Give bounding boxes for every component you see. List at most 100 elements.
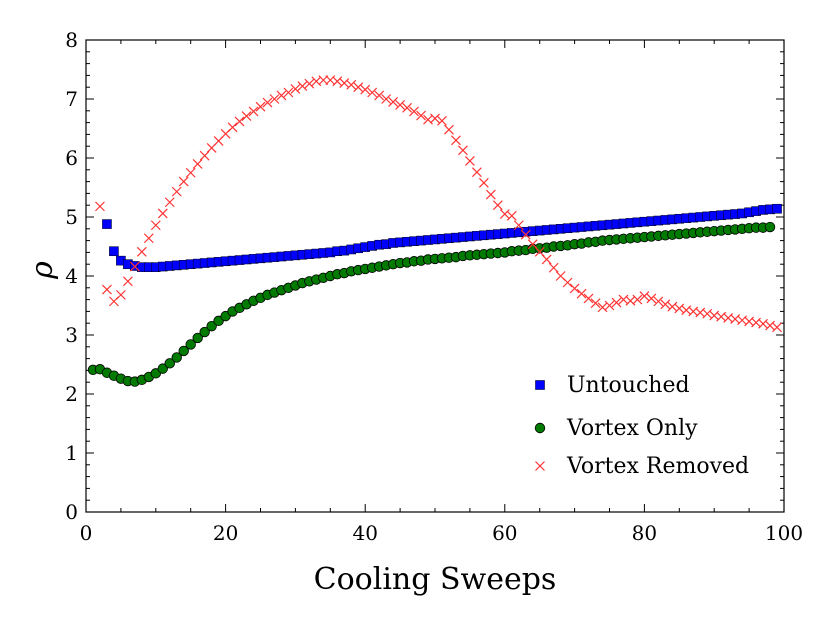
axis-ticks: 0 20 40 60 80 100 0 1 2 3 4 5 6 7 8 xyxy=(65,28,803,545)
data-point xyxy=(304,78,315,89)
data-point xyxy=(374,90,385,101)
data-point xyxy=(583,293,594,304)
data-point xyxy=(178,345,189,357)
data-point xyxy=(388,97,399,107)
data-point xyxy=(653,296,664,307)
data-point xyxy=(416,110,426,121)
data-point xyxy=(185,339,196,350)
data-point xyxy=(478,177,489,188)
y-tick-label: 7 xyxy=(65,87,78,111)
data-point xyxy=(381,94,392,104)
data-point xyxy=(206,320,217,332)
x-tick-label: 100 xyxy=(765,521,803,545)
y-tick-label: 6 xyxy=(65,146,78,170)
data-point xyxy=(772,203,782,214)
data-point xyxy=(569,283,580,294)
data-point xyxy=(102,219,112,229)
data-point xyxy=(464,156,475,166)
data-point xyxy=(262,97,273,108)
data-point xyxy=(297,81,308,91)
data-point xyxy=(457,145,468,156)
data-point xyxy=(318,75,329,86)
y-tick-label: 2 xyxy=(65,382,78,406)
data-point xyxy=(234,116,245,127)
data-point xyxy=(402,102,413,113)
data-point xyxy=(611,297,622,308)
data-point xyxy=(248,106,259,117)
legend-marker xyxy=(535,380,545,390)
data-point xyxy=(492,200,503,211)
data-point xyxy=(157,363,168,374)
y-tick-label: 5 xyxy=(65,205,78,229)
data-point xyxy=(283,87,294,98)
data-point xyxy=(185,167,196,178)
series-untouched xyxy=(102,203,782,272)
x-tick-label: 20 xyxy=(213,521,238,545)
x-axis-title: Cooling Sweeps xyxy=(314,562,557,597)
data-point xyxy=(150,220,161,231)
legend-label: Untouched xyxy=(567,373,690,398)
data-point xyxy=(639,291,650,301)
data-point xyxy=(171,186,182,197)
data-point xyxy=(430,113,440,124)
data-point xyxy=(667,301,678,312)
data-point xyxy=(129,261,140,272)
data-point xyxy=(164,197,175,208)
data-point xyxy=(702,308,713,319)
data-point xyxy=(164,358,175,369)
data-point xyxy=(471,167,482,178)
data-point xyxy=(276,90,287,101)
data-point xyxy=(241,111,252,122)
series-vortex-removed xyxy=(95,75,782,333)
data-point xyxy=(632,294,643,305)
data-point xyxy=(660,299,671,310)
data-point xyxy=(513,220,524,231)
data-point xyxy=(451,135,461,146)
data-point xyxy=(674,303,685,314)
data-point xyxy=(192,332,203,344)
y-tick-label: 1 xyxy=(65,441,78,465)
x-tick-label: 0 xyxy=(80,521,93,545)
y-tick-label: 4 xyxy=(65,264,78,288)
data-point xyxy=(136,246,147,257)
data-point xyxy=(192,158,203,169)
data-point xyxy=(332,76,343,87)
data-point xyxy=(395,99,406,110)
series-vortex-only xyxy=(87,221,776,387)
data-point xyxy=(485,189,496,200)
data-point xyxy=(199,326,210,338)
y-tick-label: 3 xyxy=(65,323,78,347)
data-point xyxy=(541,254,552,265)
data-point xyxy=(604,300,615,311)
data-point xyxy=(360,84,371,95)
data-point xyxy=(346,79,357,90)
data-point xyxy=(758,318,768,329)
data-point xyxy=(95,201,105,212)
data-point xyxy=(765,320,775,331)
data-point xyxy=(109,246,119,257)
data-point xyxy=(437,115,447,126)
legend-label: Vortex Only xyxy=(566,416,698,441)
data-point xyxy=(115,289,126,300)
legend-label: Vortex Removed xyxy=(566,454,749,479)
data-point xyxy=(122,276,133,287)
data-point xyxy=(178,176,189,187)
data-point xyxy=(506,210,517,221)
data-point xyxy=(102,284,112,295)
data-point xyxy=(367,87,378,98)
data-point xyxy=(143,233,154,244)
x-tick-label: 60 xyxy=(492,521,517,545)
legend-marker xyxy=(535,461,545,471)
data-point xyxy=(409,106,419,117)
data-point xyxy=(269,94,280,104)
data-point xyxy=(157,208,168,219)
data-point xyxy=(444,124,454,135)
y-tick-label: 0 xyxy=(65,500,78,524)
data-point xyxy=(576,288,587,299)
plot-frame xyxy=(85,39,785,513)
data-marks xyxy=(87,75,782,387)
y-tick-label: 8 xyxy=(65,28,78,52)
data-point xyxy=(548,262,559,273)
data-point xyxy=(520,229,531,240)
